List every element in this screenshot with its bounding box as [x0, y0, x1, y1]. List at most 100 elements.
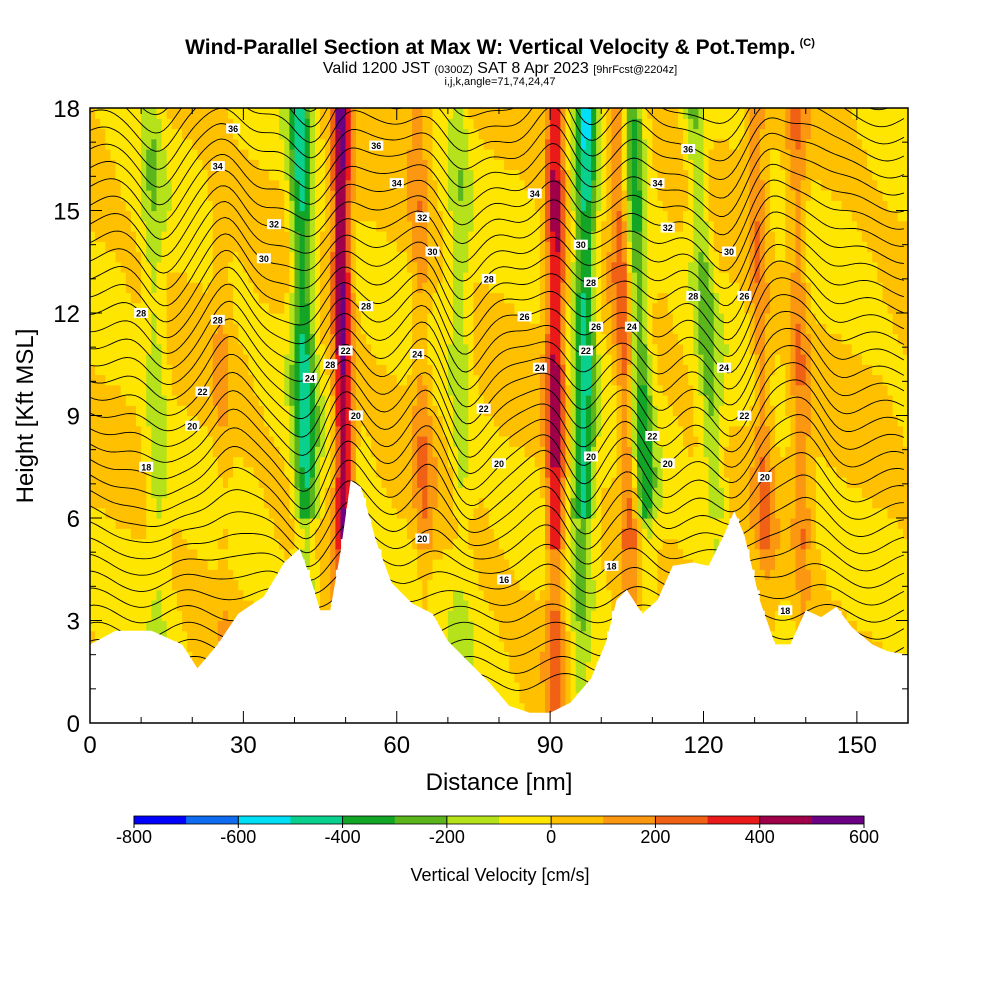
field-cell — [212, 179, 219, 191]
field-cell — [161, 620, 168, 632]
field-cell — [202, 190, 209, 201]
field-cell — [483, 415, 490, 427]
field-cell — [330, 302, 336, 314]
field-cell — [130, 559, 137, 570]
field-cell — [202, 610, 209, 622]
field-cell — [488, 559, 495, 570]
field-cell — [156, 210, 163, 222]
field-cell — [171, 395, 178, 406]
field-cell — [151, 169, 158, 181]
field-cell — [141, 272, 147, 283]
field-cell — [192, 466, 198, 478]
field-cell — [565, 210, 572, 222]
field-cell — [176, 292, 183, 304]
field-cell — [171, 169, 178, 181]
field-cell — [386, 559, 393, 570]
field-cell — [575, 518, 582, 529]
field-cell — [248, 272, 255, 283]
field-cell — [187, 528, 193, 540]
field-cell — [366, 138, 372, 150]
field-cell — [207, 251, 214, 263]
field-cell — [299, 456, 306, 468]
field-cell — [105, 466, 112, 478]
field-cell — [509, 538, 515, 550]
field-cell — [519, 190, 526, 201]
field-cell — [401, 559, 408, 570]
field-cell — [268, 118, 275, 130]
field-cell — [550, 682, 556, 693]
field-cell — [279, 272, 285, 283]
field-cell — [222, 302, 229, 314]
field-cell — [360, 200, 367, 212]
field-cell — [580, 323, 587, 335]
field-cell — [366, 118, 372, 130]
field-cell — [427, 220, 434, 232]
field-cell — [514, 661, 521, 673]
field-cell — [100, 415, 106, 427]
field-cell — [401, 589, 408, 601]
field-cell — [585, 671, 592, 683]
field-cell — [141, 179, 147, 191]
field-cell — [95, 630, 101, 642]
field-cell — [197, 343, 204, 355]
field-cell — [268, 169, 275, 181]
field-cell — [279, 425, 285, 437]
field-cell — [422, 138, 429, 150]
field-cell — [412, 559, 418, 570]
field-cell — [141, 518, 147, 529]
field-cell — [202, 569, 209, 581]
field-cell — [539, 179, 546, 191]
field-cell — [442, 313, 449, 324]
field-cell — [233, 518, 239, 529]
field-cell — [452, 405, 459, 417]
field-cell — [207, 538, 214, 550]
field-cell — [401, 128, 408, 140]
field-cell — [207, 149, 214, 160]
field-cell — [534, 200, 541, 212]
field-cell — [268, 354, 275, 365]
field-cell — [570, 600, 577, 611]
field-cell — [376, 425, 383, 437]
field-cell — [207, 323, 214, 335]
field-cell — [95, 282, 101, 294]
field-cell — [136, 507, 142, 519]
field-cell — [376, 507, 383, 519]
field-cell — [105, 538, 112, 550]
field-cell — [309, 302, 316, 314]
field-cell — [360, 128, 367, 140]
field-cell — [524, 272, 531, 283]
field-cell — [360, 138, 367, 150]
field-cell — [156, 354, 163, 365]
field-cell — [509, 118, 515, 130]
field-cell — [90, 579, 96, 591]
field-cell — [187, 425, 193, 437]
field-cell — [146, 436, 152, 447]
field-cell — [202, 487, 209, 499]
field-cell — [279, 302, 285, 314]
field-cell — [125, 220, 132, 232]
field-cell — [417, 477, 423, 488]
field-cell — [422, 405, 429, 417]
field-cell — [488, 384, 495, 396]
field-cell — [304, 302, 311, 314]
field-cell — [514, 425, 521, 437]
field-cell — [289, 507, 296, 519]
field-cell — [406, 425, 413, 437]
field-cell — [284, 128, 290, 140]
field-cell — [161, 548, 168, 560]
field-cell — [391, 159, 398, 171]
field-cell — [371, 425, 377, 437]
field-cell — [228, 251, 234, 263]
field-cell — [345, 292, 352, 304]
field-cell — [575, 456, 582, 468]
field-cell — [529, 579, 536, 591]
field-cell — [105, 610, 112, 622]
field-cell — [212, 138, 219, 150]
field-cell — [585, 313, 592, 324]
field-cell — [488, 651, 495, 663]
field-cell — [545, 630, 551, 642]
field-cell — [447, 589, 454, 601]
field-cell — [575, 487, 582, 499]
field-cell — [555, 118, 561, 130]
field-cell — [222, 497, 229, 509]
